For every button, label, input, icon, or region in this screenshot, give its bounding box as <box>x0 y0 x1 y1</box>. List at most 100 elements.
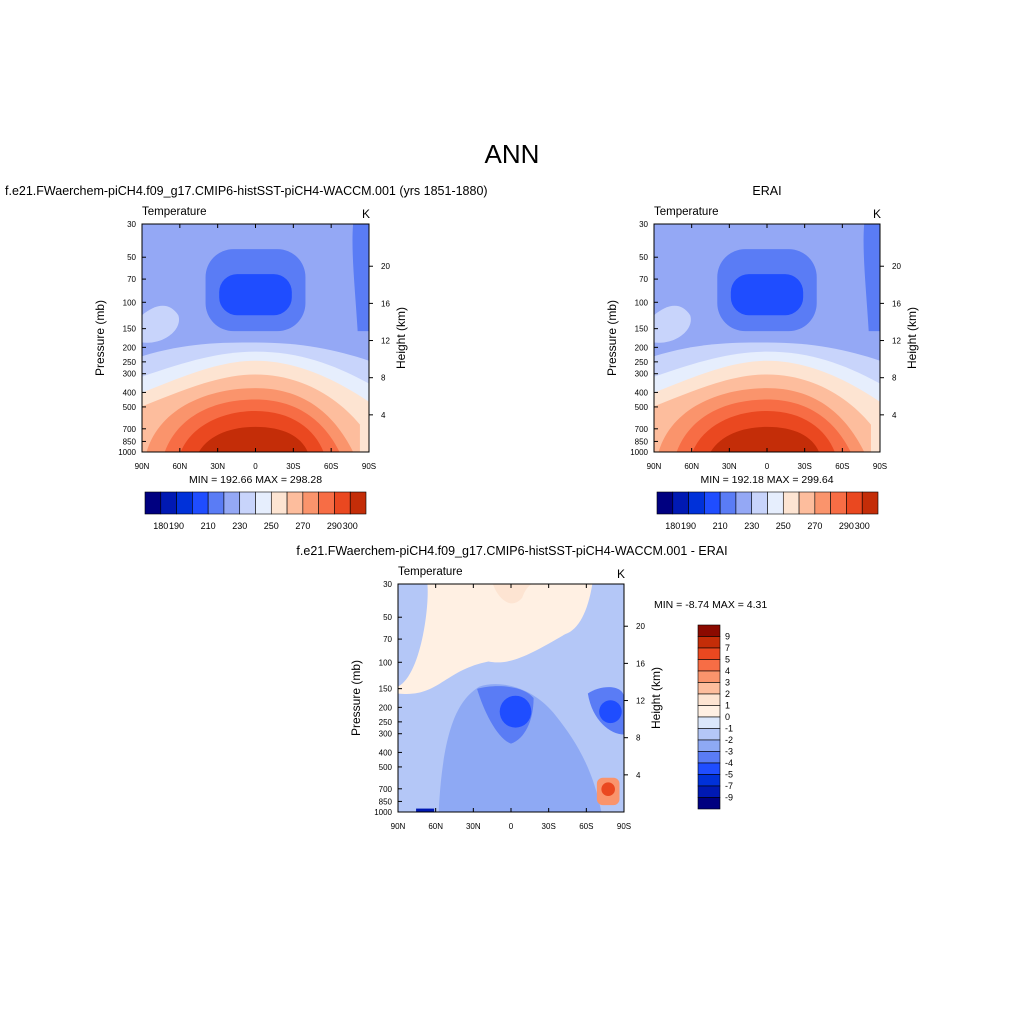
colorbar-label: -1 <box>725 724 733 734</box>
variable-label: Temperature <box>142 206 207 218</box>
colorbar-swatch <box>697 705 721 718</box>
variable-label: Temperature <box>398 566 463 578</box>
y-tick-label: 250 <box>379 718 393 727</box>
y2-tick-label: 8 <box>636 734 641 743</box>
colorbar-label: 250 <box>776 521 791 531</box>
y-tick-label: 400 <box>379 748 393 757</box>
y2-axis-label: Height (km) <box>649 667 663 729</box>
colorbar-swatch <box>349 491 367 515</box>
colorbar-swatch <box>782 491 800 515</box>
y-tick-label: 500 <box>635 403 649 412</box>
x-tick-label: 90S <box>617 822 631 831</box>
y-tick-label: 50 <box>127 253 136 262</box>
cold-surface-patch <box>416 808 435 812</box>
colorbar-swatch <box>697 762 721 775</box>
colorbar-swatch <box>751 491 768 515</box>
cold-core-inner <box>730 274 804 316</box>
min-max-label: MIN = 192.18 MAX = 299.64 <box>700 474 833 486</box>
colorbar-swatch <box>697 797 721 810</box>
colorbar-swatch <box>160 491 177 515</box>
x-tick-label: 30N <box>722 462 737 471</box>
x-tick-label: 90N <box>135 462 150 471</box>
colorbar-swatch <box>697 739 721 752</box>
colorbar-swatch <box>814 491 831 515</box>
y2-tick-label: 16 <box>381 299 390 308</box>
warm-band <box>398 584 593 694</box>
y-tick-label: 100 <box>379 658 393 667</box>
colorbar-swatch <box>270 491 288 515</box>
colorbar-label: -5 <box>725 770 733 780</box>
colorbar-swatch <box>302 491 319 515</box>
colorbar-label: 270 <box>295 521 310 531</box>
y-tick-label: 700 <box>635 425 649 434</box>
y-tick-label: 30 <box>639 220 648 229</box>
y-tick-label: 100 <box>635 298 649 307</box>
obs-panel-title: ERAI <box>752 184 782 198</box>
x-tick-label: 30S <box>798 462 812 471</box>
colorbar-label: 3 <box>725 678 730 688</box>
y-tick-label: 150 <box>635 325 649 334</box>
colorbar-swatch <box>697 785 721 798</box>
cool-band <box>438 684 602 812</box>
x-tick-label: 0 <box>509 822 514 831</box>
y2-tick-label: 4 <box>636 771 641 780</box>
colorbar-swatch <box>656 491 674 515</box>
colorbar-label: 180 <box>153 521 168 531</box>
y2-tick-label: 12 <box>381 337 390 346</box>
y-tick-label: 70 <box>127 275 136 284</box>
model-panel-title: f.e21.FWaerchem-piCH4.f09_g17.CMIP6-hist… <box>5 184 488 198</box>
units-label: K <box>617 567 625 581</box>
colorbar-swatch <box>239 491 256 515</box>
colorbar-label: 7 <box>725 643 730 653</box>
y-tick-label: 300 <box>635 370 649 379</box>
colorbar-swatch <box>697 751 721 764</box>
colorbar-swatch <box>767 491 784 515</box>
min-max-label: MIN = -8.74 MAX = 4.31 <box>654 599 767 611</box>
colorbar-swatch <box>830 491 847 515</box>
y-tick-label: 250 <box>635 358 649 367</box>
y2-tick-label: 20 <box>381 262 390 271</box>
y-tick-label: 30 <box>383 580 392 589</box>
warm-blob <box>142 305 180 343</box>
colorbar-swatch <box>334 491 351 515</box>
colorbar-swatch <box>697 636 721 649</box>
y2-tick-label: 20 <box>636 622 645 631</box>
y-axis-label: Pressure (mb) <box>93 300 107 376</box>
x-tick-label: 0 <box>765 462 770 471</box>
colorbar-label: 300 <box>855 521 870 531</box>
y2-tick-label: 16 <box>892 299 901 308</box>
contour-band <box>710 426 819 452</box>
x-tick-label: 90S <box>873 462 887 471</box>
y2-tick-label: 20 <box>892 262 901 271</box>
warm-surface-core <box>601 782 615 797</box>
colorbar-swatch <box>704 491 721 515</box>
y-tick-label: 150 <box>123 325 137 334</box>
variable-label: Temperature <box>654 206 719 218</box>
warm-blob <box>492 584 534 604</box>
colorbar-swatch <box>176 491 193 515</box>
cold-pole-band <box>863 224 880 332</box>
colorbar-label: 180 <box>665 521 680 531</box>
colorbar-swatch <box>861 491 879 515</box>
x-tick-label: 0 <box>253 462 258 471</box>
y2-axis-label: Height (km) <box>394 307 408 369</box>
plot-obs: 3050701001502002503004005007008501000481… <box>605 206 919 531</box>
colorbar-swatch <box>697 647 721 660</box>
units-label: K <box>873 207 881 221</box>
y-tick-label: 850 <box>123 437 137 446</box>
y2-axis-label: Height (km) <box>905 307 919 369</box>
y-tick-label: 500 <box>123 403 137 412</box>
x-tick-label: 60S <box>579 822 593 831</box>
y-tick-label: 70 <box>383 635 392 644</box>
colorbar-swatch <box>144 491 162 515</box>
colorbar-label: -3 <box>725 747 733 757</box>
colorbar-swatch <box>688 491 705 515</box>
x-tick-label: 30S <box>286 462 300 471</box>
colorbar-label: 190 <box>169 521 184 531</box>
colorbar-swatch <box>697 670 721 683</box>
contour-field <box>142 224 369 452</box>
colorbar-swatch <box>255 491 272 515</box>
y-tick-label: 200 <box>123 343 137 352</box>
y-tick-label: 200 <box>635 343 649 352</box>
cool-core <box>499 695 532 728</box>
